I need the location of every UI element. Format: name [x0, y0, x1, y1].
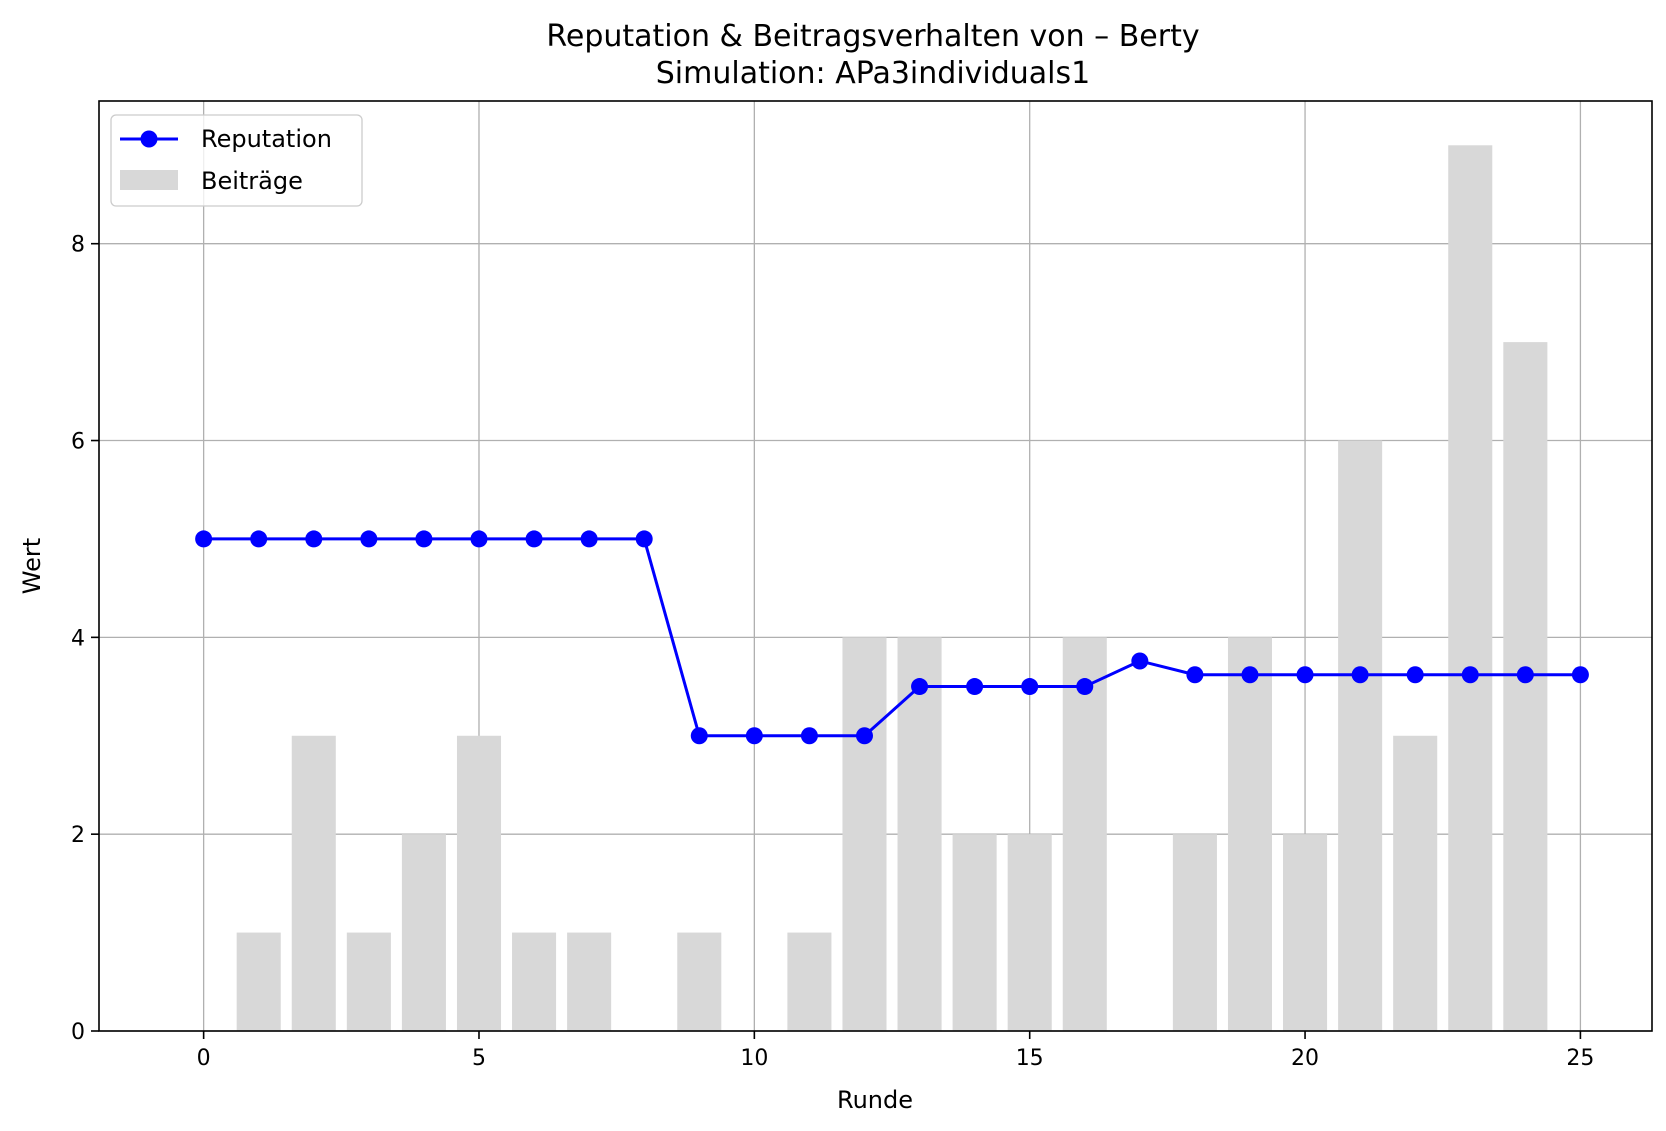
x-tick-label: 25: [1566, 1046, 1594, 1071]
legend: Reputation Beiträge: [110, 114, 363, 207]
contribution-bar: [677, 932, 722, 1031]
reputation-point: [360, 530, 378, 548]
legend-label-beitraege: Beiträge: [201, 167, 303, 195]
reputation-series: [195, 530, 1589, 745]
contribution-bar: [512, 932, 557, 1031]
reputation-point: [855, 727, 873, 745]
x-tick-label: 0: [197, 1046, 211, 1071]
reputation-line: [203, 537, 1581, 738]
reputation-point: [1241, 666, 1259, 684]
reputation-point: [635, 530, 653, 548]
y-axis: 0 2 4 6 8: [71, 233, 99, 1045]
contribution-bar: [787, 932, 832, 1031]
reputation-point: [1351, 666, 1369, 684]
contribution-bar: [291, 735, 336, 1031]
reputation-point: [1131, 652, 1149, 670]
contribution-bar: [401, 834, 446, 1031]
x-tick-label: 10: [740, 1046, 768, 1071]
y-tick-label: 6: [71, 430, 85, 455]
reputation-point: [1076, 678, 1094, 696]
reputation-point: [1296, 666, 1314, 684]
reputation-point: [415, 530, 433, 548]
x-axis-label: Runde: [837, 1086, 913, 1114]
legend-label-reputation: Reputation: [201, 125, 332, 153]
x-tick-label: 5: [472, 1046, 486, 1071]
reputation-point: [911, 678, 929, 696]
contribution-bar: [1503, 342, 1548, 1032]
x-axis: 0 5 10 15 20 25: [197, 1031, 1594, 1071]
reputation-point: [580, 530, 598, 548]
reputation-point: [195, 530, 213, 548]
contribution-bar: [1393, 735, 1438, 1031]
reputation-point: [745, 727, 763, 745]
contribution-bar: [236, 932, 281, 1031]
reputation-point: [1516, 666, 1534, 684]
contribution-bar: [1062, 637, 1107, 1031]
contribution-bar: [567, 932, 612, 1031]
chart-title: Reputation & Beitragsverhalten von – Ber…: [546, 19, 1199, 54]
contribution-bar: [1338, 440, 1383, 1031]
reputation-point: [525, 530, 543, 548]
reputation-point: [800, 727, 818, 745]
contribution-bars: [236, 145, 1548, 1032]
legend-beitraege-swatch: [120, 170, 178, 190]
contribution-bar: [842, 637, 887, 1031]
contribution-bar: [952, 834, 997, 1031]
y-tick-label: 4: [71, 626, 85, 651]
reputation-point: [1571, 666, 1589, 684]
contribution-bar: [897, 637, 942, 1031]
reputation-point: [470, 530, 488, 548]
contribution-bar: [1227, 637, 1273, 1031]
reputation-point: [690, 727, 708, 745]
reputation-point: [1406, 666, 1424, 684]
y-tick-label: 2: [71, 823, 85, 848]
reputation-point: [966, 678, 984, 696]
contribution-bar: [1007, 834, 1052, 1031]
reputation-point: [250, 530, 268, 548]
chart-subtitle: Simulation: APa3individuals1: [656, 56, 1091, 91]
plot-frame: [98, 100, 1653, 1032]
x-tick-label: 15: [1016, 1046, 1044, 1071]
x-tick-label: 20: [1291, 1046, 1319, 1071]
reputation-point: [305, 530, 323, 548]
y-tick-label: 8: [71, 233, 85, 258]
contribution-bar: [1283, 834, 1328, 1031]
contribution-bar: [346, 932, 391, 1031]
reputation-point: [1461, 666, 1479, 684]
contribution-bar: [1172, 834, 1217, 1031]
y-axis-label: Wert: [18, 538, 46, 594]
legend-reputation-marker: [140, 130, 158, 148]
reputation-point: [1186, 666, 1204, 684]
reputation-point: [1021, 678, 1039, 696]
contribution-bar: [1448, 145, 1493, 1032]
contribution-bar: [456, 735, 502, 1031]
y-tick-label: 0: [71, 1020, 85, 1045]
